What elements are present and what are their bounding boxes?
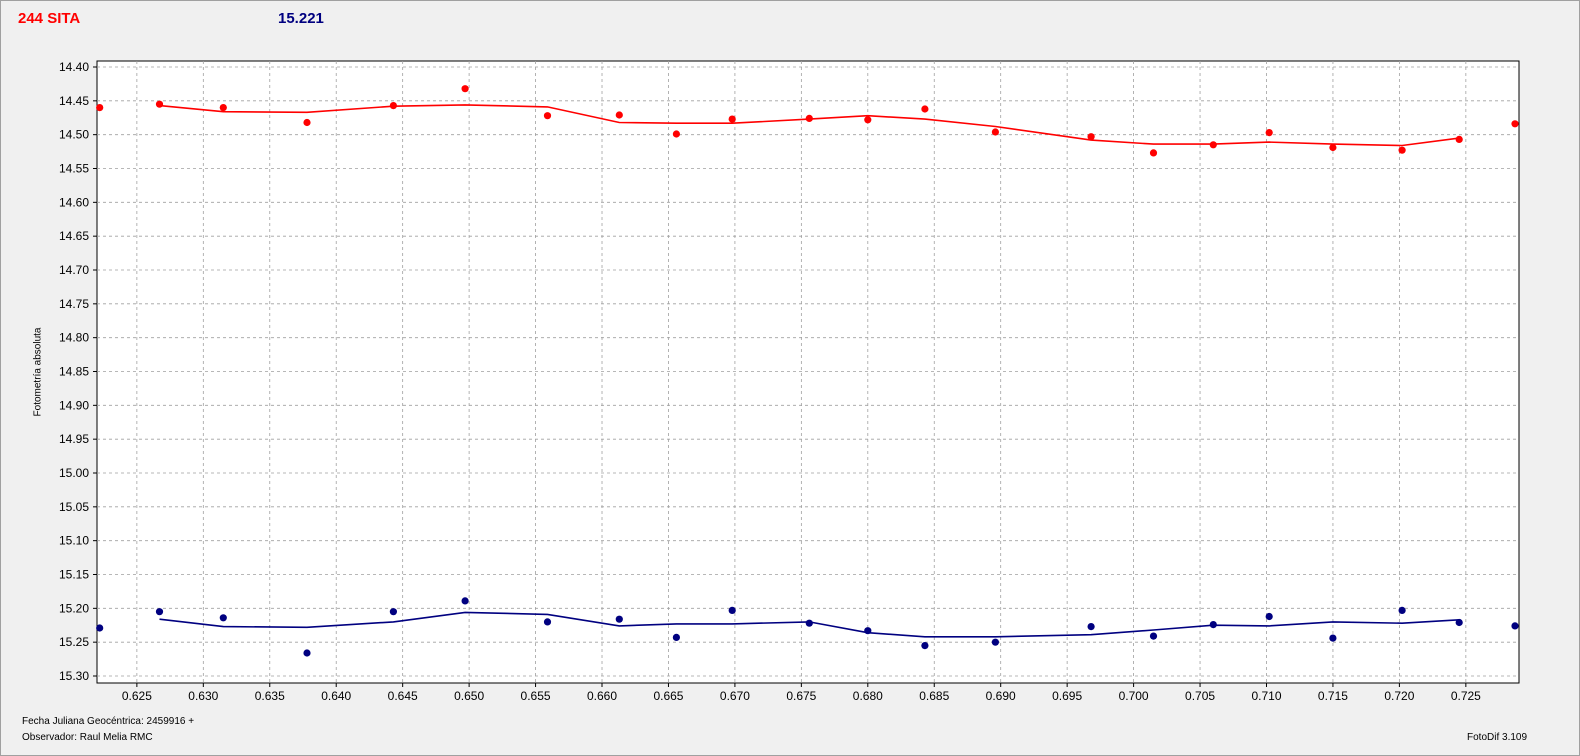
x-tick-label: 0.655 bbox=[521, 689, 551, 703]
y-tick-label: 14.85 bbox=[59, 365, 89, 379]
series-1-point bbox=[543, 618, 552, 626]
series-1-point bbox=[1511, 622, 1519, 630]
series-1-point bbox=[389, 608, 397, 616]
series-1-point bbox=[1209, 621, 1217, 629]
x-tick-label: 0.680 bbox=[853, 689, 883, 703]
series-0-point bbox=[805, 114, 813, 122]
magnitude-value: 15.221 bbox=[278, 10, 324, 27]
series-1-point bbox=[1398, 606, 1406, 615]
series-0-point bbox=[991, 128, 1000, 136]
series-0-point bbox=[728, 115, 736, 123]
y-tick-label: 14.70 bbox=[59, 263, 89, 277]
x-tick-label: 0.625 bbox=[122, 689, 152, 703]
series-0-point bbox=[155, 100, 164, 108]
series-1-point bbox=[805, 619, 813, 627]
series-1-point bbox=[1265, 612, 1273, 621]
series-0-point bbox=[1149, 149, 1158, 157]
series-1-point bbox=[1455, 618, 1463, 627]
software-version: FotoDif 3.109 bbox=[1467, 732, 1528, 743]
x-tick-label: 0.705 bbox=[1185, 689, 1215, 703]
series-0-point bbox=[389, 102, 397, 110]
series-1-point bbox=[96, 624, 104, 632]
y-tick-label: 14.80 bbox=[59, 331, 89, 345]
series-0-point bbox=[543, 112, 552, 120]
y-tick-label: 15.25 bbox=[59, 635, 89, 649]
series-1-point bbox=[1329, 634, 1337, 642]
object-name: 244 SITA bbox=[18, 10, 81, 27]
x-tick-label: 0.645 bbox=[388, 689, 418, 703]
x-tick-label: 0.695 bbox=[1052, 689, 1082, 703]
series-1-point bbox=[155, 608, 164, 616]
x-tick-labels: 0.625 0.630 0.635 0.640 0.645 0.650 0.655 0.660… bbox=[122, 689, 1481, 703]
x-tick-label: 0.710 bbox=[1251, 689, 1281, 703]
series-1-point bbox=[615, 615, 623, 623]
series-0-point bbox=[864, 116, 872, 124]
x-tick-label: 0.635 bbox=[255, 689, 285, 703]
plot-area bbox=[96, 60, 1520, 684]
series-1-point bbox=[1149, 632, 1158, 640]
x-tick-label: 0.715 bbox=[1318, 689, 1348, 703]
series-0-point bbox=[1087, 133, 1095, 141]
series-1-point bbox=[864, 627, 872, 635]
y-tick-label: 14.65 bbox=[59, 229, 89, 243]
x-axis-label: Fecha Juliana Geocéntrica: 2459916 + bbox=[22, 716, 195, 727]
series-1-point bbox=[728, 606, 736, 615]
observer-label: Observador: Raul Melia RMC bbox=[22, 732, 153, 743]
series-1-point bbox=[991, 638, 1000, 646]
y-tick-label: 14.60 bbox=[59, 195, 89, 209]
series-1-point bbox=[219, 614, 227, 622]
series-0-point bbox=[615, 111, 623, 119]
y-tick-label: 14.50 bbox=[59, 128, 89, 142]
y-tick-label: 15.05 bbox=[59, 500, 89, 514]
x-tick-label: 0.690 bbox=[986, 689, 1016, 703]
y-tick-label: 14.40 bbox=[59, 60, 89, 74]
series-0-point bbox=[1398, 146, 1406, 154]
y-tick-label: 14.95 bbox=[59, 432, 89, 446]
y-tick-label: 15.00 bbox=[59, 466, 89, 480]
grid-lines bbox=[93, 61, 1519, 687]
y-tick-labels: 14.40 14.45 14.50 14.55 14.60 14.65 14.70 14.75… bbox=[59, 60, 89, 683]
series-1-point bbox=[921, 642, 929, 650]
series-1 bbox=[96, 597, 1519, 657]
x-tick-label: 0.700 bbox=[1119, 689, 1149, 703]
x-tick-label: 0.630 bbox=[188, 689, 218, 703]
series-1-fit-line bbox=[159, 611, 1460, 638]
x-tick-label: 0.685 bbox=[919, 689, 949, 703]
series-0-point bbox=[1265, 129, 1273, 137]
series-0-point bbox=[303, 118, 311, 127]
series-0-point bbox=[461, 85, 469, 93]
series-1-point bbox=[461, 597, 469, 605]
series-0-point bbox=[1511, 120, 1519, 128]
series-1-point bbox=[303, 649, 311, 657]
x-tick-label: 0.665 bbox=[653, 689, 683, 703]
x-tick-label: 0.720 bbox=[1384, 689, 1414, 703]
y-tick-label: 15.10 bbox=[59, 534, 89, 548]
y-tick-label: 14.55 bbox=[59, 162, 89, 176]
series-0 bbox=[96, 85, 1519, 157]
series-1-point bbox=[1087, 623, 1095, 631]
y-tick-label: 14.45 bbox=[59, 94, 89, 108]
x-tick-label: 0.650 bbox=[454, 689, 484, 703]
x-tick-label: 0.670 bbox=[720, 689, 750, 703]
y-tick-label: 15.20 bbox=[59, 601, 89, 615]
series-0-point bbox=[1329, 143, 1337, 152]
x-tick-label: 0.660 bbox=[587, 689, 617, 703]
y-tick-label: 15.15 bbox=[59, 568, 89, 582]
y-tick-label: 14.75 bbox=[59, 297, 89, 311]
series-1-point bbox=[672, 633, 681, 642]
y-tick-label: 15.30 bbox=[59, 669, 89, 683]
x-tick-label: 0.640 bbox=[321, 689, 351, 703]
series-0-point bbox=[96, 104, 104, 112]
series-layer bbox=[96, 85, 1519, 657]
x-tick-label: 0.725 bbox=[1451, 689, 1481, 703]
series-0-fit-line bbox=[159, 104, 1460, 147]
y-tick-label: 14.90 bbox=[59, 398, 89, 412]
series-0-point bbox=[921, 105, 929, 113]
series-0-point bbox=[219, 104, 227, 112]
series-0-point bbox=[672, 130, 681, 138]
x-tick-label: 0.675 bbox=[786, 689, 816, 703]
series-0-point bbox=[1209, 141, 1217, 149]
series-0-point bbox=[1455, 135, 1463, 143]
